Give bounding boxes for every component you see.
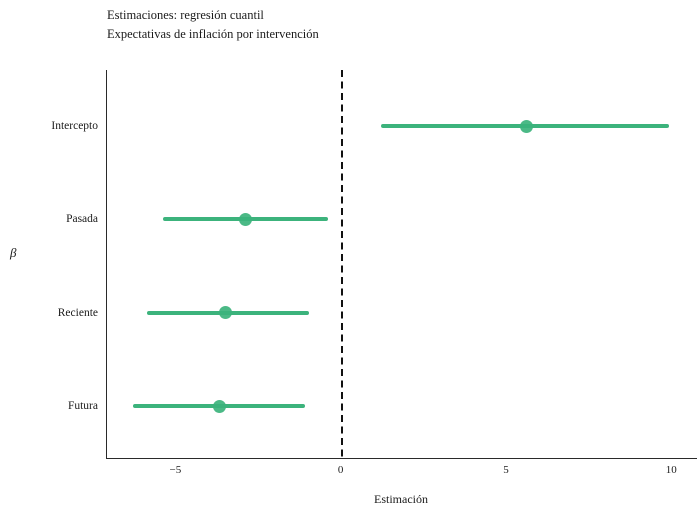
category-tick-label: Pasada: [66, 213, 98, 226]
y-axis-label: β: [10, 245, 17, 260]
category-tick-label: Intercepto: [51, 120, 98, 132]
x-tick-label: 0: [337, 464, 344, 476]
x-tick-label: 5: [503, 464, 509, 476]
x-axis-label: Estimación: [374, 492, 428, 506]
title-block: Estimaciones: regresión cuantil Expectat…: [107, 6, 319, 44]
chart-title: Estimaciones: regresión cuantil: [107, 8, 264, 22]
zero-reference-line: [340, 70, 343, 458]
estimate-point: [219, 306, 233, 320]
category-tick-label: Reciente: [57, 306, 98, 319]
chart-subtitle: Expectativas de inflación por intervenci…: [107, 27, 319, 41]
estimate-point: [239, 212, 253, 226]
estimate-point: [520, 119, 534, 133]
category-tick-label: Futura: [67, 400, 98, 413]
x-tick-label: 10: [665, 464, 677, 476]
x-tick-label: −5: [169, 464, 182, 476]
estimate-point: [212, 399, 226, 413]
plot-panel: [106, 70, 697, 459]
